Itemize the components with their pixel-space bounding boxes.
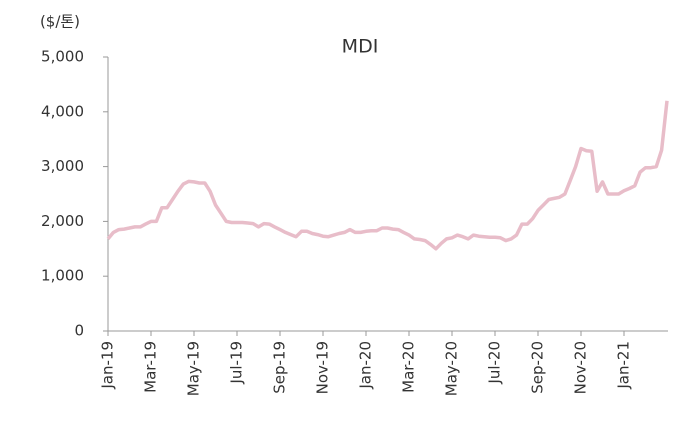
x-tick-label: Nov-20 xyxy=(572,341,590,394)
y-tick-label: 2,000 xyxy=(41,212,84,230)
x-tick-label: Mar-19 xyxy=(142,341,160,393)
x-tick-label: Mar-20 xyxy=(400,341,418,393)
x-tick-label: Jul-20 xyxy=(486,341,504,385)
y-tick-label: 4,000 xyxy=(41,102,84,120)
x-tick-label: Jul-19 xyxy=(228,341,246,385)
y-tick-label: 5,000 xyxy=(41,48,84,66)
y-axis-label: ($/톤) xyxy=(40,13,80,31)
chart-title: MDI xyxy=(342,36,379,58)
x-tick-label: May-20 xyxy=(443,341,461,396)
x-tick-label: Nov-19 xyxy=(314,341,332,394)
y-tick-label: 3,000 xyxy=(41,157,84,175)
x-tick-label: Jan-21 xyxy=(615,341,633,390)
y-tick-label: 0 xyxy=(74,322,84,340)
y-tick-label: 1,000 xyxy=(41,267,84,285)
x-tick-label: Jan-20 xyxy=(357,341,375,390)
data-line xyxy=(106,100,669,251)
x-tick-label: May-19 xyxy=(185,341,203,396)
x-tick-label: Sep-19 xyxy=(271,341,289,394)
x-tick-label: Jan-19 xyxy=(99,341,117,390)
x-tick-label: Sep-20 xyxy=(529,341,547,394)
